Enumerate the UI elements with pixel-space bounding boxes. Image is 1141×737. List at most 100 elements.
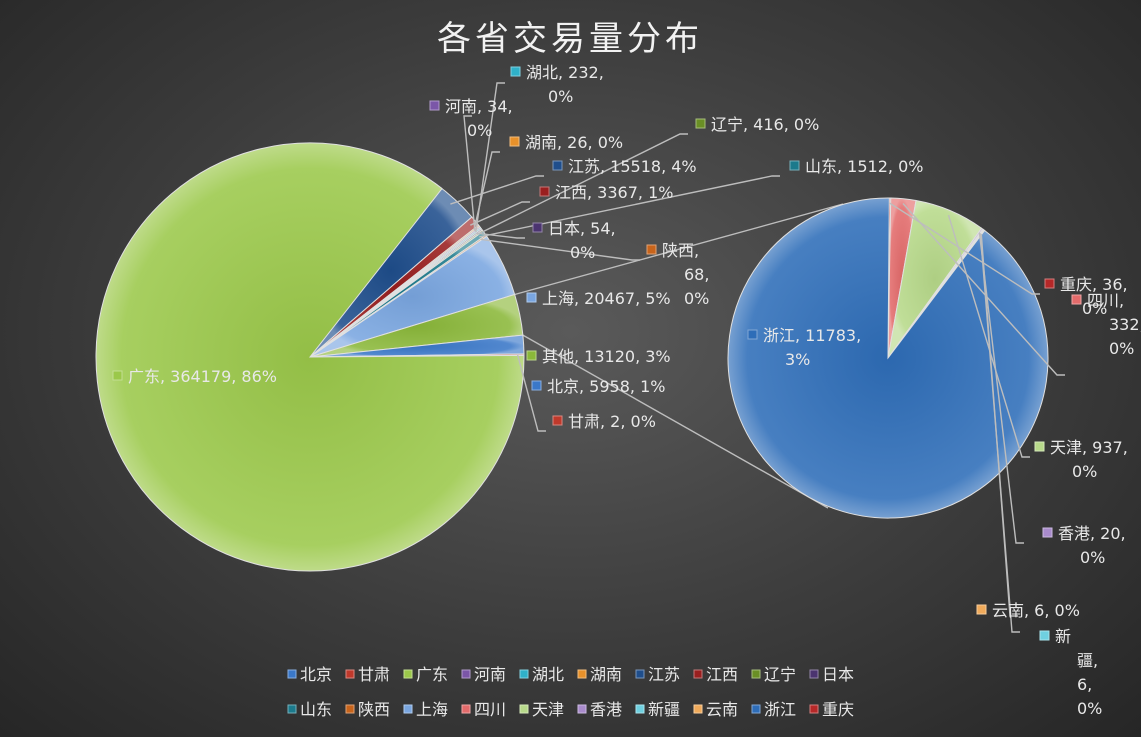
legend-swatch bbox=[751, 669, 761, 679]
legend-swatch bbox=[577, 704, 587, 714]
data-label-6: 山东, 1512, 0% bbox=[789, 157, 923, 176]
data-label-text: 湖北, 232, bbox=[526, 63, 604, 82]
label-key-marker bbox=[112, 370, 123, 381]
data-label-text: 河南, 34, bbox=[445, 97, 513, 116]
legend-swatch bbox=[403, 669, 413, 679]
leader-line bbox=[888, 202, 1040, 295]
data-label-5: 辽宁, 416, 0% bbox=[695, 115, 819, 134]
legend-swatch bbox=[519, 669, 529, 679]
legend-label: 山东 bbox=[300, 700, 332, 719]
legend-label: 甘肃 bbox=[358, 665, 390, 684]
data-label-19: 香港, 20, 0% bbox=[1042, 524, 1126, 567]
data-label-text: 甘肃, 2, 0% bbox=[568, 412, 656, 431]
legend-label: 新疆 bbox=[648, 700, 680, 719]
data-label-13: 甘肃, 2, 0% bbox=[552, 412, 656, 431]
data-label-4: 江苏, 15518, 4% bbox=[552, 157, 697, 176]
label-key-marker bbox=[1044, 278, 1055, 289]
leader-line bbox=[978, 232, 1024, 544]
leader-line bbox=[473, 151, 500, 230]
legend-swatch bbox=[287, 704, 297, 714]
connector-line-top bbox=[514, 203, 844, 296]
legend-swatch bbox=[809, 704, 819, 714]
data-label-text: 江西, 3367, 1% bbox=[555, 183, 673, 202]
legend-item-14: 四川 bbox=[461, 700, 506, 719]
legend-swatch bbox=[577, 669, 587, 679]
legend-item-2: 甘肃 bbox=[345, 665, 390, 684]
data-label-text: 332, bbox=[1109, 315, 1141, 334]
data-label-15: 浙江, 11783, 3% bbox=[747, 326, 861, 369]
legend-swatch bbox=[403, 704, 413, 714]
legend-item-7: 江苏 bbox=[635, 665, 680, 684]
legend-item-13: 上海 bbox=[403, 700, 448, 719]
legend-item-1: 北京 bbox=[287, 665, 332, 684]
secondary-pie bbox=[727, 197, 1049, 519]
legend-item-9: 辽宁 bbox=[751, 665, 796, 684]
legend-label: 北京 bbox=[300, 665, 332, 684]
label-key-marker bbox=[976, 604, 987, 615]
leader-line bbox=[947, 214, 1030, 458]
leader-line bbox=[450, 175, 544, 205]
data-label-text: 北京, 5958, 1% bbox=[547, 377, 665, 396]
data-label-text: 云南, 6, 0% bbox=[992, 601, 1080, 620]
data-label-text: 日本, 54, bbox=[548, 219, 616, 238]
legend-swatch bbox=[287, 669, 297, 679]
label-key-marker bbox=[509, 136, 520, 147]
legend-item-20: 重庆 bbox=[809, 700, 854, 719]
data-label-text: 68, bbox=[684, 265, 709, 284]
legend-item-8: 江西 bbox=[693, 665, 738, 684]
data-labels: 湖北, 232, 0% 河南, 34, 0% 湖南, 26, 0% 江苏, 15518, … bbox=[112, 63, 1141, 718]
legend-label: 湖南 bbox=[590, 665, 622, 684]
legend-swatch bbox=[809, 669, 819, 679]
label-key-marker bbox=[531, 380, 542, 391]
legend-label: 香港 bbox=[590, 700, 622, 719]
leader-line bbox=[477, 133, 688, 236]
data-label-text: 天津, 937, bbox=[1050, 438, 1128, 457]
chart-title: 各省交易量分布 bbox=[437, 19, 703, 59]
legend-label: 上海 bbox=[416, 700, 448, 719]
data-label-text: 3% bbox=[785, 350, 810, 369]
legend-item-17: 新疆 bbox=[635, 700, 680, 719]
legend-swatch bbox=[635, 669, 645, 679]
legend-swatch bbox=[693, 669, 703, 679]
legend-swatch bbox=[693, 704, 703, 714]
legend-label: 四川 bbox=[474, 700, 506, 719]
data-label-text: 湖南, 26, 0% bbox=[525, 133, 623, 152]
leader-line bbox=[979, 233, 1020, 633]
data-label-text: 疆, bbox=[1077, 651, 1098, 670]
legend-item-16: 香港 bbox=[577, 700, 622, 719]
label-key-marker bbox=[532, 222, 543, 233]
label-key-marker bbox=[539, 186, 550, 197]
data-label-18: 天津, 937, 0% bbox=[1034, 438, 1128, 481]
data-label-text: 上海, 20467, 5% bbox=[542, 289, 671, 308]
data-label-text: 辽宁, 416, 0% bbox=[711, 115, 819, 134]
legend-item-15: 天津 bbox=[519, 700, 564, 719]
data-label-text: 0% bbox=[684, 289, 709, 308]
legend-item-3: 广东 bbox=[403, 665, 448, 684]
leader-lines bbox=[450, 82, 1065, 633]
data-label-text: 山东, 1512, 0% bbox=[805, 157, 923, 176]
data-label-text: 广东, 364179, 86% bbox=[128, 367, 277, 386]
label-key-marker bbox=[510, 66, 521, 77]
data-label-text: 0% bbox=[1080, 548, 1105, 567]
legend-label: 浙江 bbox=[764, 700, 796, 719]
data-label-text: 0% bbox=[548, 87, 573, 106]
legend-swatch bbox=[461, 704, 471, 714]
legend-item-5: 湖北 bbox=[519, 665, 564, 684]
legend-swatch bbox=[751, 704, 761, 714]
label-key-marker bbox=[526, 350, 537, 361]
label-key-marker bbox=[526, 292, 537, 303]
legend-label: 陕西 bbox=[358, 700, 390, 719]
label-key-marker bbox=[1034, 441, 1045, 452]
data-label-21: 新疆, 6, 0% bbox=[1039, 627, 1102, 718]
legend-item-11: 山东 bbox=[287, 700, 332, 719]
data-label-text: 其他, 13120, 3% bbox=[542, 347, 671, 366]
data-label-12: 北京, 5958, 1% bbox=[531, 377, 665, 396]
legend-label: 江西 bbox=[706, 665, 738, 684]
pie-connector-lines bbox=[514, 203, 844, 509]
label-key-marker bbox=[1071, 294, 1082, 305]
data-label-text: 江苏, 15518, 4% bbox=[568, 157, 697, 176]
data-label-text: 香港, 20, bbox=[1058, 524, 1126, 543]
data-label-7: 江西, 3367, 1% bbox=[539, 183, 673, 202]
label-key-marker bbox=[1042, 527, 1053, 538]
data-label-17: 四川,332,0% bbox=[1071, 291, 1141, 358]
